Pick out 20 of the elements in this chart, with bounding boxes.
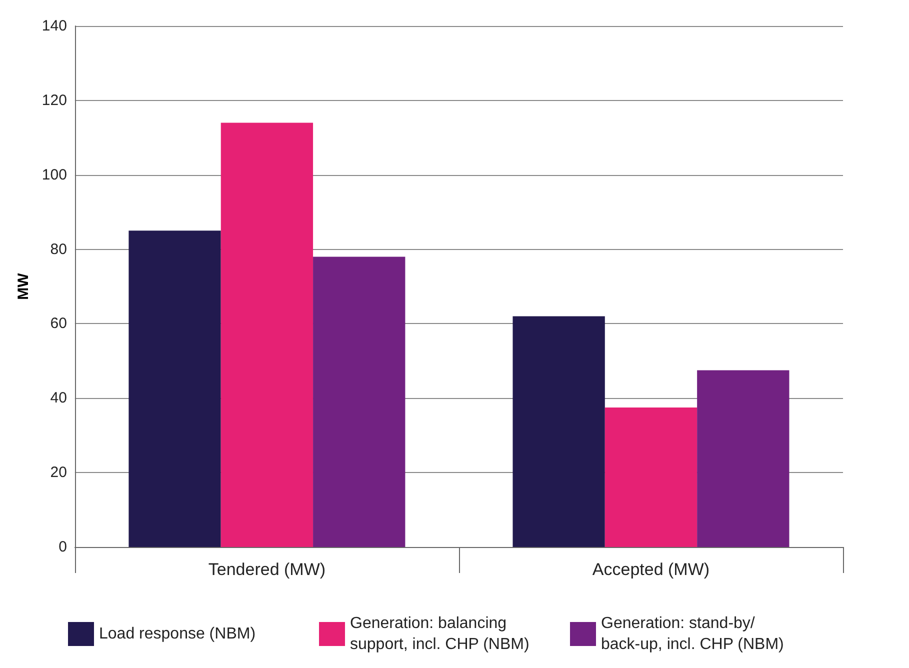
bar: [128, 230, 221, 547]
y-tick-label: 60: [50, 315, 67, 332]
y-tick-label: 80: [50, 240, 67, 258]
x-tick-label: Tendered (MW): [208, 560, 326, 579]
y-tick-label: 40: [50, 390, 67, 407]
bar: [313, 256, 406, 547]
legend-label: Generation: stand-by/back-up, incl. CHP (NBM): [601, 615, 784, 653]
x-tick-label: Accepted (MW): [592, 560, 710, 579]
y-tick-label: 20: [50, 464, 67, 482]
y-axis-title: MW: [15, 272, 32, 300]
bar: [604, 407, 698, 547]
bar: [697, 370, 790, 547]
legend-label: Load response (NBM): [99, 626, 256, 642]
y-tick-label: 0: [58, 538, 67, 556]
y-tick-label: 120: [42, 92, 67, 109]
y-tick-label: 140: [42, 18, 67, 34]
y-tick-label: 100: [42, 166, 67, 184]
legend-label: Generation: balancing support, incl. CHP (NBM): [350, 615, 530, 653]
bar: [220, 122, 314, 547]
bar: [512, 316, 605, 547]
